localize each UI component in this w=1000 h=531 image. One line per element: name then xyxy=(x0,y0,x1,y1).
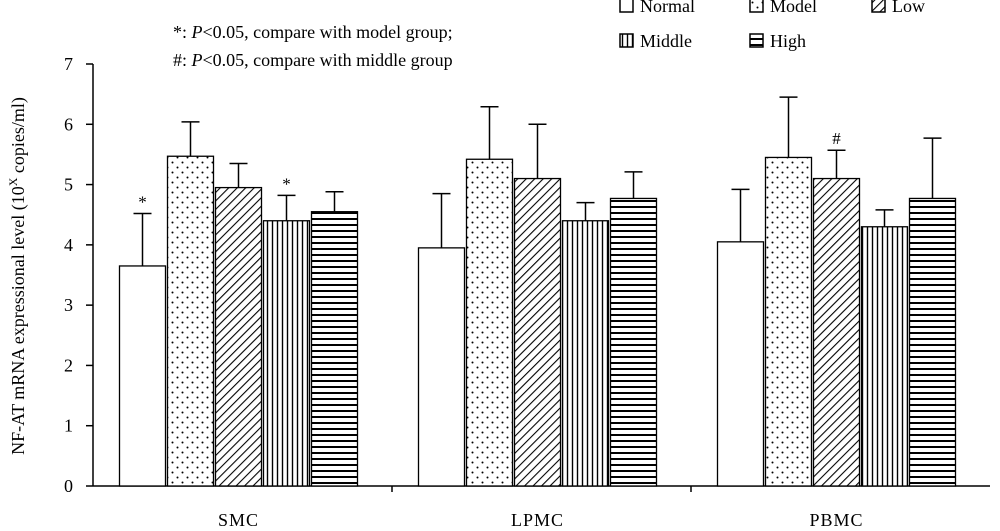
y-tick-label: 2 xyxy=(64,355,73,375)
legend: Normal Model Low Middle High xyxy=(619,0,925,51)
bar xyxy=(716,241,765,487)
bar xyxy=(417,247,466,487)
legend-swatch xyxy=(619,0,634,13)
y-tick-label: 3 xyxy=(64,295,73,315)
bar xyxy=(465,158,514,487)
x-category-label: LPMC xyxy=(511,510,564,530)
significance-mark: * xyxy=(282,174,291,193)
bar xyxy=(214,186,263,487)
bar xyxy=(118,265,167,487)
legend-swatch xyxy=(619,33,634,48)
significance-mark: * xyxy=(138,193,147,212)
x-category-label: SMC xyxy=(218,510,259,530)
legend-swatch xyxy=(749,0,764,13)
x-category-label: PBMC xyxy=(809,510,863,530)
legend-swatch xyxy=(749,33,764,48)
y-tick-label: 5 xyxy=(64,175,73,195)
bar xyxy=(310,211,359,487)
y-tick-label: 1 xyxy=(64,416,73,436)
y-axis-label: NF-AT mRNA expressional level (10X copie… xyxy=(6,97,29,455)
bar xyxy=(513,177,562,487)
y-tick-label: 6 xyxy=(64,114,73,134)
legend-label: Middle xyxy=(640,31,692,51)
legend-label: Low xyxy=(892,0,925,16)
significance-mark: # xyxy=(832,129,841,148)
bar xyxy=(908,197,957,487)
significance-note-model: *: P<0.05, compare with model group; xyxy=(173,22,453,42)
legend-label: High xyxy=(770,31,806,51)
significance-note-middle: #: P<0.05, compare with middle group xyxy=(173,50,453,70)
y-tick-label: 4 xyxy=(64,235,73,255)
y-tick-label: 7 xyxy=(64,54,73,74)
legend-label: Normal xyxy=(640,0,695,16)
bar xyxy=(166,155,215,487)
bar xyxy=(860,226,909,487)
bar xyxy=(561,220,610,487)
bar xyxy=(812,177,861,487)
bar xyxy=(764,156,813,487)
bars: * * SMC LPMC # PBMC xyxy=(118,96,957,530)
y-tick-label: 0 xyxy=(64,476,73,496)
legend-swatch xyxy=(871,0,886,13)
bar xyxy=(262,220,311,487)
legend-label: Model xyxy=(770,0,817,16)
bar xyxy=(609,197,658,487)
